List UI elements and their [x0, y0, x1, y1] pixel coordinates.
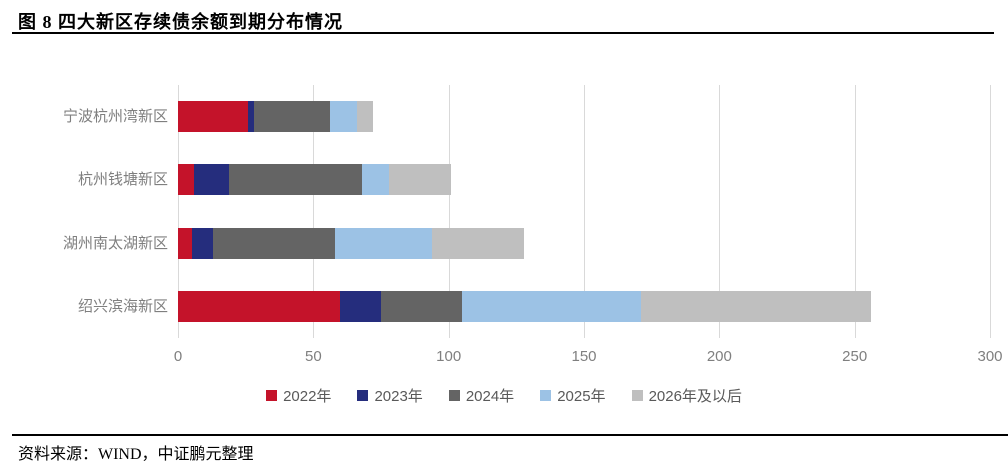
x-tick-label-100: 100 — [436, 348, 462, 365]
bar-segment-2022年 — [178, 164, 195, 196]
gridline-x-200 — [719, 85, 721, 338]
bar-segment-2024年 — [229, 164, 363, 196]
legend-label: 2025年 — [557, 388, 606, 405]
chart-title: 图 8 四大新区存续债余额到期分布情况 — [18, 12, 343, 32]
legend-item-2026年及以后: 2026年及以后 — [631, 385, 742, 406]
bar-segment-2025年 — [362, 164, 390, 196]
bar-segment-2022年 — [178, 290, 341, 322]
legend-label: 2023年 — [374, 388, 423, 405]
bar-row-2 — [178, 164, 990, 196]
bar-segment-2023年 — [194, 164, 230, 196]
source-note: 资料来源：WIND，中证鹏元整理 — [18, 446, 254, 463]
category-label-1: 宁波杭州湾新区 — [62, 108, 168, 126]
title-divider — [12, 32, 994, 34]
x-tick-label-50: 50 — [304, 348, 322, 365]
legend-item-2022年: 2022年 — [266, 385, 331, 406]
x-tick-label-250: 250 — [842, 348, 868, 365]
chart-legend: 2022年 2023年 2024年 2025年 2026年及以后 — [0, 385, 1008, 406]
legend-swatch-icon — [357, 390, 369, 401]
category-label-2: 杭州钱塘新区 — [77, 171, 168, 189]
x-tick-label-150: 150 — [571, 348, 597, 365]
gridline-x-150 — [584, 85, 585, 338]
bar-segment-2026年及以后 — [356, 101, 373, 133]
legend-label: 2022年 — [283, 388, 332, 405]
x-tick-label-300: 300 — [977, 348, 1003, 365]
gridline-x-50 — [313, 85, 315, 338]
bar-row-1 — [178, 101, 990, 133]
bar-segment-2022年 — [178, 227, 192, 259]
bar-segment-2026年及以后 — [640, 290, 871, 322]
bar-segment-2026年及以后 — [432, 227, 525, 259]
legend-swatch-icon — [448, 390, 460, 401]
bar-segment-2023年 — [191, 227, 214, 259]
category-label-3: 湖州南太湖新区 — [62, 234, 168, 252]
footer-divider — [12, 434, 1008, 436]
bar-segment-2024年 — [213, 227, 335, 259]
gridline-x-300 — [990, 85, 991, 338]
legend-item-2024年: 2024年 — [448, 385, 515, 406]
legend-item-2023年: 2023年 — [357, 385, 423, 406]
bar-segment-2024年 — [380, 290, 463, 322]
legend-label: 2024年 — [465, 388, 515, 405]
x-tick-label-0: 0 — [173, 348, 183, 365]
category-label-4: 绍兴滨海新区 — [77, 297, 168, 315]
bar-row-3 — [178, 227, 990, 259]
bar-segment-2022年 — [178, 101, 249, 133]
bar-segment-2025年 — [329, 101, 357, 133]
gridline-x-100 — [448, 85, 450, 338]
gridline-x-0 — [178, 85, 179, 338]
legend-swatch-icon — [540, 390, 552, 401]
plot-area — [178, 85, 991, 338]
legend-swatch-icon — [631, 390, 643, 401]
bar-segment-2025年 — [334, 227, 433, 259]
legend-label: 2026年及以后 — [648, 388, 742, 405]
bar-segment-2025年 — [462, 290, 641, 322]
legend-swatch-icon — [266, 390, 278, 401]
x-tick-label-200: 200 — [706, 348, 732, 365]
bar-segment-2023年 — [248, 101, 254, 133]
bar-segment-2023年 — [340, 290, 381, 322]
bar-segment-2026年及以后 — [389, 164, 452, 196]
bar-row-4 — [178, 290, 990, 322]
gridline-x-250 — [854, 85, 856, 338]
bar-segment-2024年 — [253, 101, 330, 133]
legend-item-2025年: 2025年 — [540, 385, 606, 406]
